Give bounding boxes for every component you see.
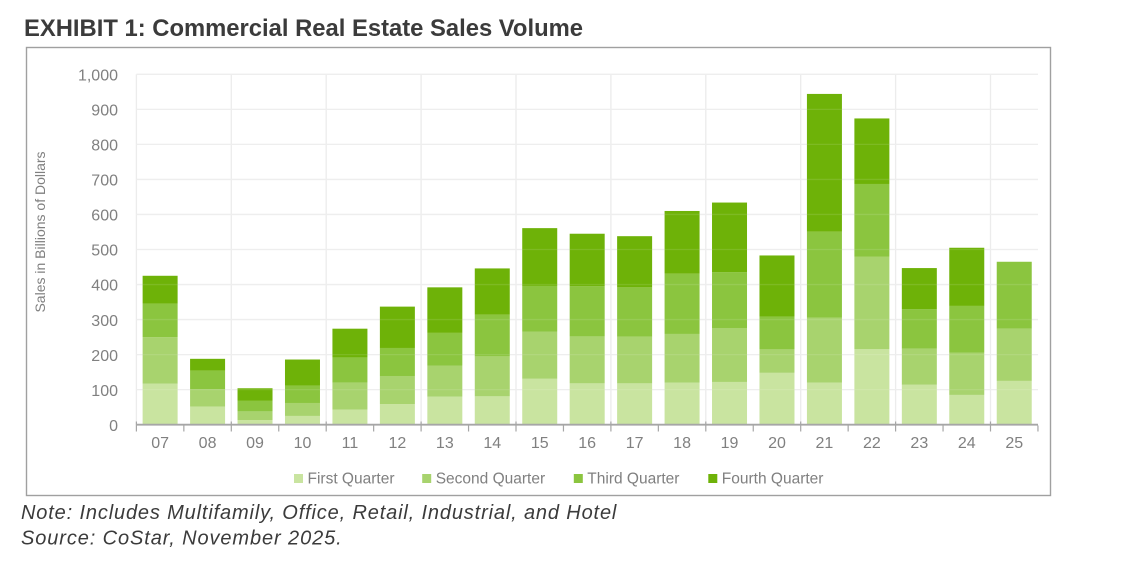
svg-text:12: 12 [388, 435, 406, 452]
svg-text:Source: CoStar, November 2025.: Source: CoStar, November 2025. [21, 528, 343, 550]
svg-text:Second Quarter: Second Quarter [436, 471, 545, 488]
svg-text:Third Quarter: Third Quarter [587, 471, 679, 488]
svg-text:400: 400 [91, 278, 118, 295]
svg-text:25: 25 [1005, 435, 1023, 452]
svg-text:Sales in Billions of Dollars: Sales in Billions of Dollars [32, 151, 48, 312]
svg-text:22: 22 [863, 435, 881, 452]
svg-text:900: 900 [91, 103, 118, 120]
svg-text:14: 14 [483, 435, 501, 452]
svg-text:13: 13 [436, 435, 454, 452]
svg-text:100: 100 [91, 383, 118, 400]
svg-text:08: 08 [199, 435, 217, 452]
svg-text:Note: Includes Multifamily, Of: Note: Includes Multifamily, Office, Reta… [21, 502, 617, 524]
svg-text:300: 300 [91, 313, 118, 330]
svg-text:19: 19 [721, 435, 739, 452]
svg-text:EXHIBIT 1: Commercial Real Est: EXHIBIT 1: Commercial Real Estate Sales … [24, 15, 583, 42]
svg-text:20: 20 [768, 435, 786, 452]
svg-text:200: 200 [91, 348, 118, 365]
svg-text:17: 17 [626, 435, 644, 452]
svg-text:600: 600 [91, 208, 118, 225]
svg-text:16: 16 [578, 435, 596, 452]
svg-text:800: 800 [91, 138, 118, 155]
svg-text:09: 09 [246, 435, 264, 452]
svg-text:21: 21 [816, 435, 834, 452]
svg-text:First Quarter: First Quarter [308, 471, 395, 488]
svg-text:24: 24 [958, 435, 976, 452]
svg-text:10: 10 [294, 435, 312, 452]
svg-text:15: 15 [531, 435, 549, 452]
svg-text:500: 500 [91, 243, 118, 260]
svg-text:23: 23 [910, 435, 928, 452]
svg-text:18: 18 [673, 435, 691, 452]
svg-text:Fourth Quarter: Fourth Quarter [722, 471, 824, 488]
svg-text:0: 0 [109, 418, 118, 435]
svg-text:1,000: 1,000 [78, 68, 118, 85]
svg-text:700: 700 [91, 173, 118, 190]
svg-text:11: 11 [342, 435, 359, 452]
svg-text:07: 07 [151, 435, 169, 452]
